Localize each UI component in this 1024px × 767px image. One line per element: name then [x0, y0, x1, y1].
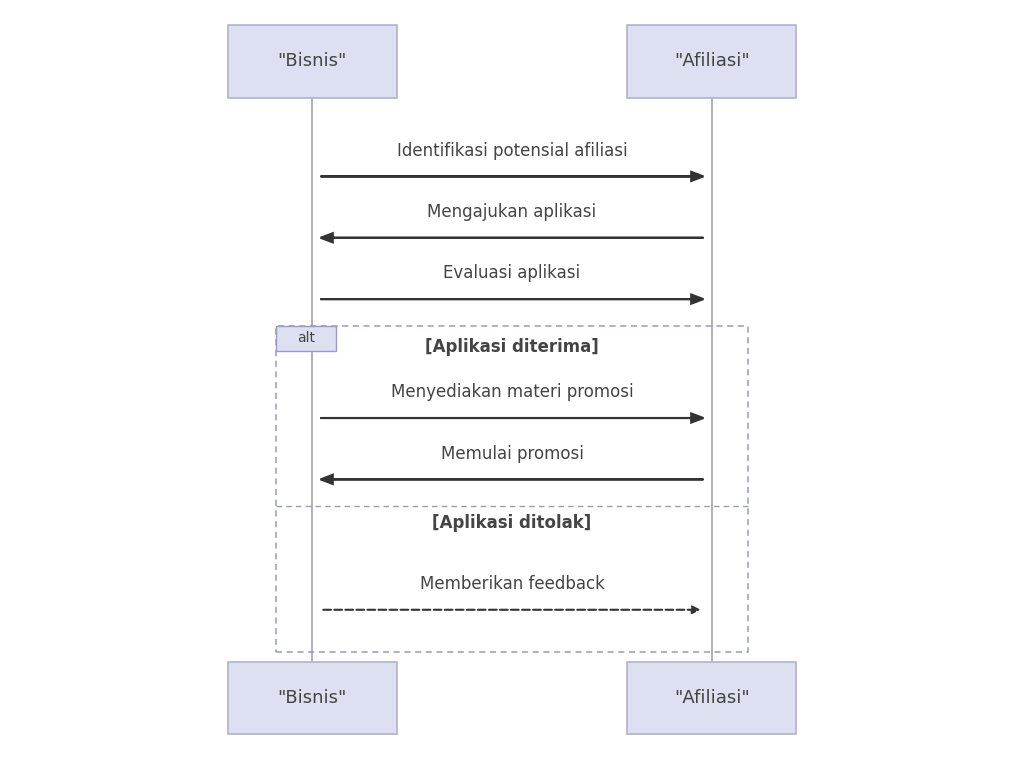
Text: Menyediakan materi promosi: Menyediakan materi promosi	[391, 384, 633, 401]
Text: Mengajukan aplikasi: Mengajukan aplikasi	[427, 203, 597, 221]
Text: "Bisnis": "Bisnis"	[278, 689, 347, 707]
FancyArrow shape	[321, 413, 703, 423]
FancyBboxPatch shape	[627, 661, 797, 735]
Text: alt: alt	[297, 331, 315, 345]
Text: Memberikan feedback: Memberikan feedback	[420, 575, 604, 593]
Text: "Afiliasi": "Afiliasi"	[674, 689, 750, 707]
FancyArrow shape	[321, 233, 703, 242]
FancyBboxPatch shape	[227, 661, 396, 735]
FancyBboxPatch shape	[227, 25, 396, 97]
Text: "Afiliasi": "Afiliasi"	[674, 52, 750, 71]
FancyBboxPatch shape	[276, 326, 336, 351]
Text: [Aplikasi ditolak]: [Aplikasi ditolak]	[432, 514, 592, 532]
FancyArrow shape	[321, 295, 703, 304]
Bar	[276, 326, 748, 652]
Text: Identifikasi potensial afiliasi: Identifikasi potensial afiliasi	[396, 142, 628, 160]
FancyBboxPatch shape	[627, 25, 797, 97]
FancyArrow shape	[321, 475, 703, 484]
Text: Memulai promosi: Memulai promosi	[440, 445, 584, 463]
Text: Evaluasi aplikasi: Evaluasi aplikasi	[443, 265, 581, 282]
Text: "Bisnis": "Bisnis"	[278, 52, 347, 71]
Text: [Aplikasi diterima]: [Aplikasi diterima]	[425, 337, 599, 356]
FancyArrow shape	[321, 172, 703, 181]
